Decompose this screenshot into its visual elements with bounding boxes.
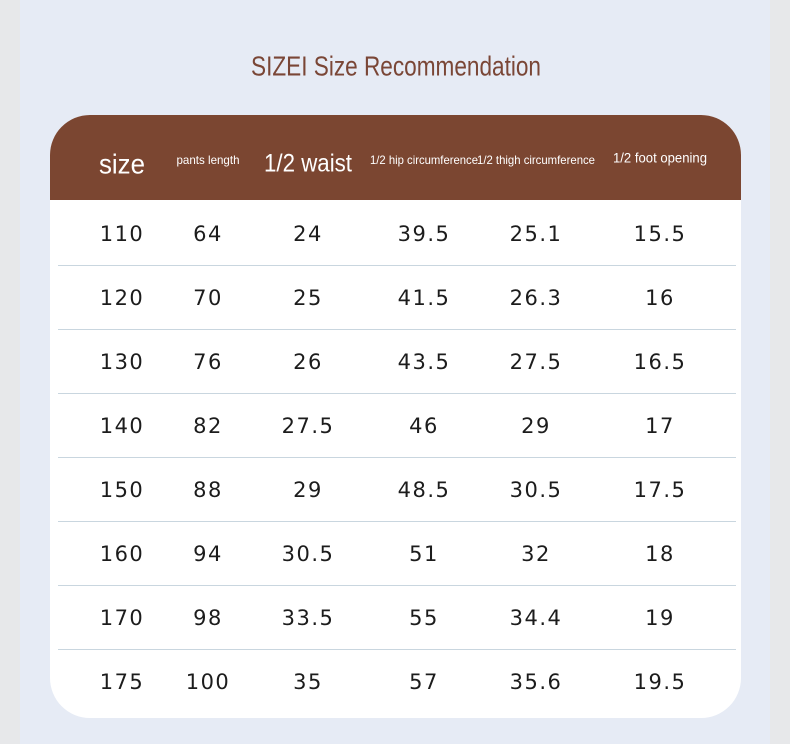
table-cell: 76 (193, 350, 223, 374)
table-cell: 64 (193, 222, 223, 246)
table-cell: 43.5 (398, 350, 451, 374)
table-cell: 55 (409, 606, 439, 630)
table-cell: 30.5 (510, 478, 563, 502)
table-cell: 24 (293, 222, 323, 246)
table-cell: 41.5 (398, 286, 451, 310)
table-cell: 19 (645, 606, 675, 630)
table-cell: 51 (409, 542, 439, 566)
table-cell: 35.6 (510, 670, 563, 694)
column-header: 1/2 hip circumference (370, 153, 478, 167)
column-header: pants length (177, 153, 240, 167)
title: SIZEI Size Recommendation (251, 50, 541, 81)
table-cell: 110 (100, 222, 145, 246)
table-cell: 100 (186, 670, 231, 694)
table-cell: 29 (521, 414, 551, 438)
table-cell: 26 (293, 350, 323, 374)
table-cell: 98 (193, 606, 223, 630)
column-header: 1/2 waist (264, 150, 352, 178)
table-cell: 34.4 (510, 606, 563, 630)
table-cell: 88 (193, 478, 223, 502)
table-cell: 25.1 (510, 222, 563, 246)
table-cell: 16 (645, 286, 675, 310)
table-cell: 35 (293, 670, 323, 694)
table-cell: 18 (645, 542, 675, 566)
column-header: 1/2 foot opening (613, 150, 707, 166)
table-cell: 30.5 (282, 542, 335, 566)
table-cell: 82 (193, 414, 223, 438)
table-cell: 130 (100, 350, 145, 374)
table-card (50, 115, 741, 718)
table-cell: 120 (100, 286, 145, 310)
table-cell: 26.3 (510, 286, 563, 310)
table-cell: 160 (100, 542, 145, 566)
table-cell: 27.5 (510, 350, 563, 374)
table-cell: 170 (100, 606, 145, 630)
table-cell: 17 (645, 414, 675, 438)
table-cell: 25 (293, 286, 323, 310)
table-cell: 70 (193, 286, 223, 310)
table-cell: 29 (293, 478, 323, 502)
table-header (50, 115, 741, 200)
table-cell: 27.5 (282, 414, 335, 438)
table-cell: 46 (409, 414, 439, 438)
table-body (50, 115, 741, 718)
table-cell: 94 (193, 542, 223, 566)
table-cell: 15.5 (634, 222, 687, 246)
table-cell: 140 (100, 414, 145, 438)
table-cell: 39.5 (398, 222, 451, 246)
table-cell: 57 (409, 670, 439, 694)
table-cell: 33.5 (282, 606, 335, 630)
table-cell: 19.5 (634, 670, 687, 694)
column-header: 1/2 thigh circumference (477, 153, 595, 167)
table-cell: 150 (100, 478, 145, 502)
table-cell: 48.5 (398, 478, 451, 502)
table-cell: 16.5 (634, 350, 687, 374)
table-cell: 175 (100, 670, 145, 694)
column-header: size (99, 148, 145, 179)
table-cell: 17.5 (634, 478, 687, 502)
table-cell: 32 (521, 542, 551, 566)
